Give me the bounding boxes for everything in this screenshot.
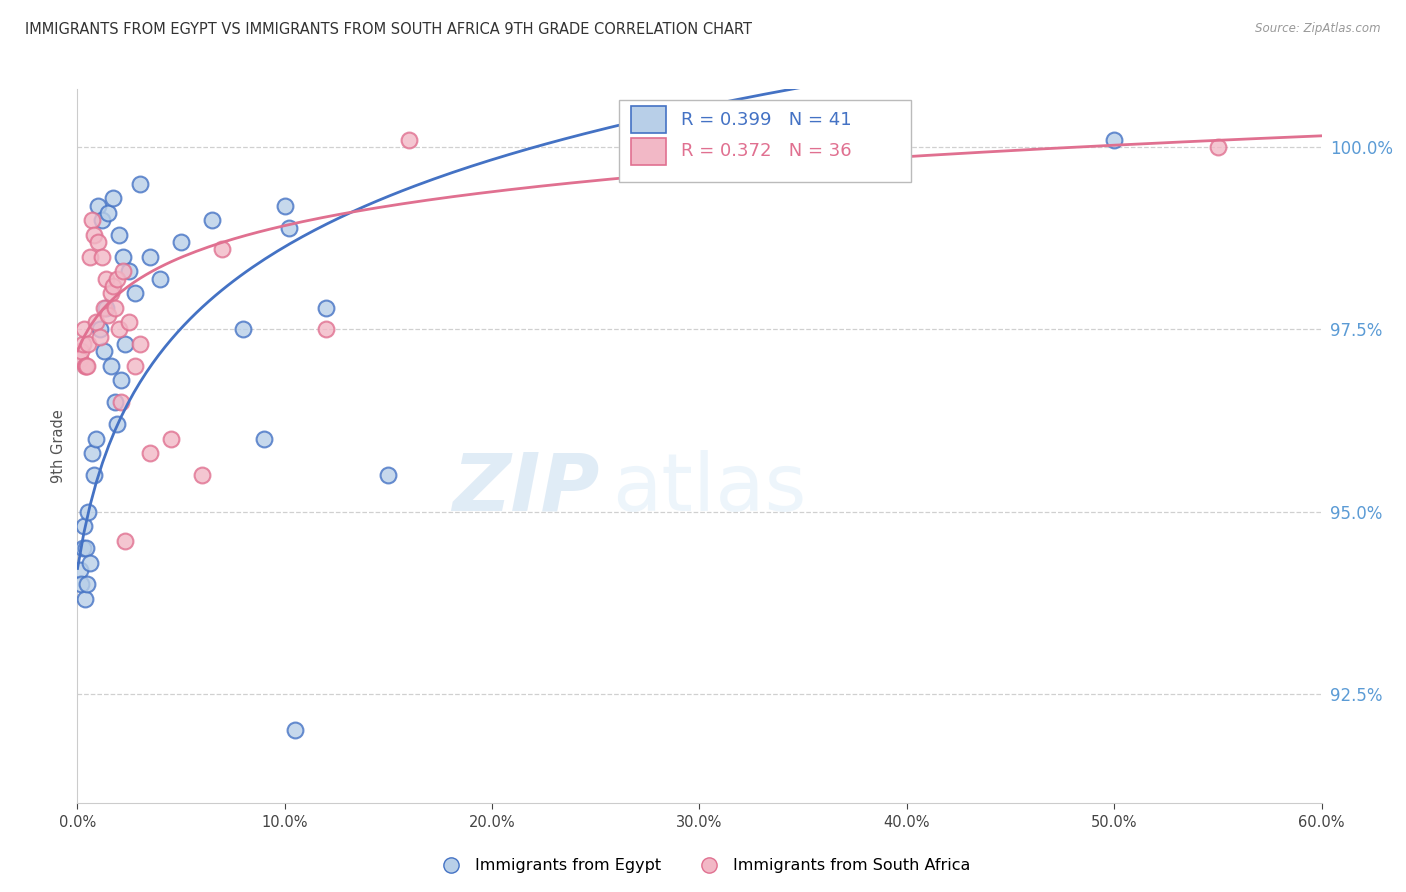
Point bbox=[93, 344, 115, 359]
Point bbox=[89, 330, 111, 344]
Point bbox=[108, 322, 131, 336]
Point bbox=[211, 243, 233, 257]
Point bbox=[105, 271, 128, 285]
Point bbox=[73, 591, 96, 606]
Point bbox=[96, 301, 118, 315]
Point bbox=[72, 337, 94, 351]
Point bbox=[83, 468, 105, 483]
Legend: Immigrants from Egypt, Immigrants from South Africa: Immigrants from Egypt, Immigrants from S… bbox=[429, 852, 977, 880]
Point bbox=[76, 337, 98, 351]
Point bbox=[315, 301, 337, 315]
Point bbox=[93, 301, 115, 315]
Point bbox=[398, 133, 420, 147]
Text: IMMIGRANTS FROM EGYPT VS IMMIGRANTS FROM SOUTH AFRICA 9TH GRADE CORRELATION CHAR: IMMIGRANTS FROM EGYPT VS IMMIGRANTS FROM… bbox=[25, 22, 752, 37]
Point bbox=[315, 322, 337, 336]
Point bbox=[91, 213, 114, 227]
Point bbox=[1206, 140, 1229, 154]
Point bbox=[87, 235, 110, 249]
Point bbox=[91, 250, 114, 264]
Point bbox=[284, 723, 307, 737]
Point bbox=[110, 395, 132, 409]
Point bbox=[97, 206, 120, 220]
Point bbox=[139, 446, 162, 460]
Point bbox=[76, 359, 98, 373]
Point bbox=[118, 264, 141, 278]
Point bbox=[79, 250, 101, 264]
Point bbox=[69, 351, 91, 366]
Point bbox=[114, 337, 136, 351]
Point bbox=[100, 286, 122, 301]
Point bbox=[76, 504, 98, 518]
Point bbox=[139, 250, 162, 264]
Point bbox=[110, 374, 132, 388]
Point bbox=[72, 519, 94, 533]
Point bbox=[191, 468, 214, 483]
Point bbox=[80, 213, 103, 227]
Point bbox=[253, 432, 276, 446]
Point bbox=[128, 177, 150, 191]
Point bbox=[170, 235, 193, 249]
Y-axis label: 9th Grade: 9th Grade bbox=[51, 409, 66, 483]
Point bbox=[118, 315, 141, 329]
Point bbox=[124, 286, 146, 301]
Point bbox=[105, 417, 128, 432]
Point bbox=[108, 227, 131, 242]
Point bbox=[274, 199, 297, 213]
Point bbox=[79, 556, 101, 570]
Point bbox=[159, 432, 181, 446]
Text: ZIP: ZIP bbox=[453, 450, 600, 528]
Point bbox=[114, 533, 136, 548]
Point bbox=[73, 359, 96, 373]
Point bbox=[84, 432, 107, 446]
Point bbox=[70, 577, 93, 591]
Point bbox=[84, 315, 107, 329]
Point bbox=[97, 308, 120, 322]
Point bbox=[128, 337, 150, 351]
Point bbox=[104, 301, 127, 315]
Point bbox=[377, 468, 399, 483]
Text: R = 0.399   N = 41: R = 0.399 N = 41 bbox=[681, 111, 852, 128]
Point bbox=[96, 271, 118, 285]
Point bbox=[232, 322, 254, 336]
Point bbox=[111, 250, 134, 264]
Point bbox=[101, 191, 124, 205]
Point bbox=[70, 344, 93, 359]
Point bbox=[69, 563, 91, 577]
Point bbox=[87, 199, 110, 213]
FancyBboxPatch shape bbox=[631, 137, 666, 165]
Point bbox=[83, 227, 105, 242]
Text: atlas: atlas bbox=[613, 450, 807, 528]
Point bbox=[201, 213, 224, 227]
Point bbox=[1104, 133, 1126, 147]
FancyBboxPatch shape bbox=[631, 106, 666, 134]
Point bbox=[76, 577, 98, 591]
Point bbox=[111, 264, 134, 278]
Point bbox=[104, 395, 127, 409]
Point bbox=[72, 541, 94, 555]
Point bbox=[100, 359, 122, 373]
Point bbox=[72, 322, 94, 336]
Text: R = 0.372   N = 36: R = 0.372 N = 36 bbox=[681, 143, 852, 161]
Point bbox=[101, 278, 124, 293]
Point bbox=[75, 359, 97, 373]
Point bbox=[277, 220, 299, 235]
Point bbox=[124, 359, 146, 373]
Text: Source: ZipAtlas.com: Source: ZipAtlas.com bbox=[1256, 22, 1381, 36]
Point bbox=[80, 446, 103, 460]
Point bbox=[89, 322, 111, 336]
Point bbox=[149, 271, 172, 285]
FancyBboxPatch shape bbox=[619, 100, 911, 182]
Point bbox=[75, 541, 97, 555]
